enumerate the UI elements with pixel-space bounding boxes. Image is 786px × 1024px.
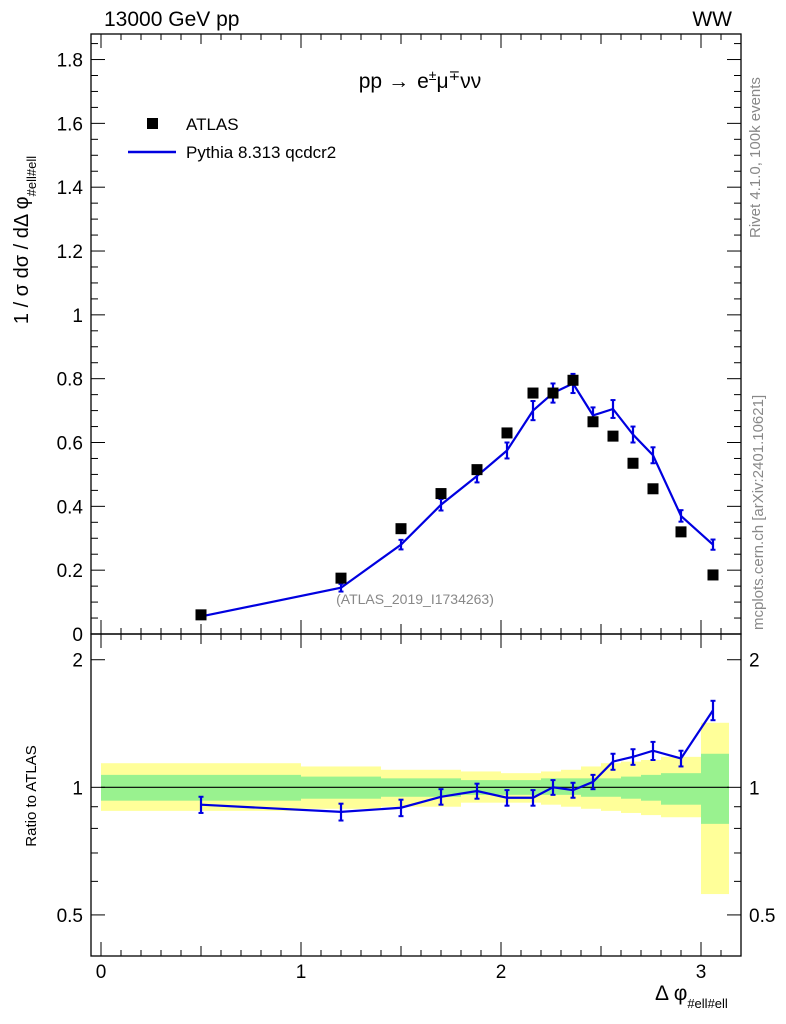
data-point <box>707 569 719 581</box>
main-ytick-label: 0 <box>72 625 83 646</box>
xtick-label: 3 <box>696 962 707 983</box>
legend-label-mc: Pythia 8.313 qcdcr2 <box>186 143 336 162</box>
data-point <box>195 609 207 621</box>
band-inner <box>701 753 729 824</box>
rivet-label: Rivet 4.1.0, 100k events <box>747 77 764 238</box>
main-ytick-label: 1.2 <box>57 242 83 263</box>
main-ytick-label: 0.8 <box>57 370 83 391</box>
data-point <box>527 387 539 399</box>
axes <box>90 33 742 957</box>
data-point <box>675 526 687 538</box>
data-point <box>501 427 513 439</box>
watermark: (ATLAS_2019_I1734263) <box>336 591 494 607</box>
band-inner <box>661 773 701 805</box>
main-ytick-label: 1.6 <box>57 114 83 135</box>
data-point <box>587 416 599 428</box>
data-series <box>195 374 719 621</box>
mcplots-label: mcplots.cern.ch [arXiv:2401.10621] <box>750 395 767 630</box>
main-title: pp → e±μ∓νν <box>359 67 482 93</box>
header-right: WW <box>692 8 732 31</box>
ratio-frame <box>90 633 742 957</box>
main-ytick-label: 0.6 <box>57 434 83 455</box>
ratio-ytick-label-right: 0.5 <box>749 906 775 927</box>
data-point <box>647 483 659 495</box>
ratio-ytick-label: 1 <box>72 778 83 799</box>
ratio-ytick-label: 2 <box>72 651 83 672</box>
main-ytick-label: 0.4 <box>57 497 84 518</box>
main-ylabel: 1 / σ dσ / dΔ φ#ell#ell <box>11 156 39 324</box>
data-point <box>435 488 447 500</box>
main-ytick-label: 1.8 <box>57 51 83 72</box>
data-point <box>607 430 619 442</box>
legend-marker-atlas <box>147 118 158 129</box>
ratio-ytick-label-right: 2 <box>749 651 760 672</box>
ratio-ytick-label-right: 1 <box>749 778 760 799</box>
legend-label-atlas: ATLAS <box>186 115 239 134</box>
xtick-label: 2 <box>496 962 507 983</box>
ratio-ytick-label: 0.5 <box>57 906 83 927</box>
data-point <box>627 457 639 469</box>
xtick-label: 1 <box>296 962 307 983</box>
mc-line <box>200 382 714 618</box>
data-point <box>567 374 579 386</box>
main-ytick-label: 0.2 <box>57 561 83 582</box>
tick-labels: 0 0.2 0.4 0.6 0.8 1 1.2 1.4 1.6 1.8 0.5 0.5 1 1 2 2 0 1 2 3 <box>57 51 776 983</box>
data-point <box>471 464 483 476</box>
header-left: 13000 GeV pp <box>104 8 239 31</box>
data-point <box>335 572 347 584</box>
main-ytick-label: 1.4 <box>57 178 84 199</box>
main-ytick-label: 1 <box>72 306 83 327</box>
data-point <box>395 523 407 535</box>
data-point <box>547 387 559 399</box>
ratio-xlabel: Δ φ#ell#ell <box>655 982 728 1011</box>
xtick-label: 0 <box>96 962 107 983</box>
ratio-ylabel: Ratio to ATLAS <box>23 745 40 846</box>
band-inner <box>561 778 581 795</box>
